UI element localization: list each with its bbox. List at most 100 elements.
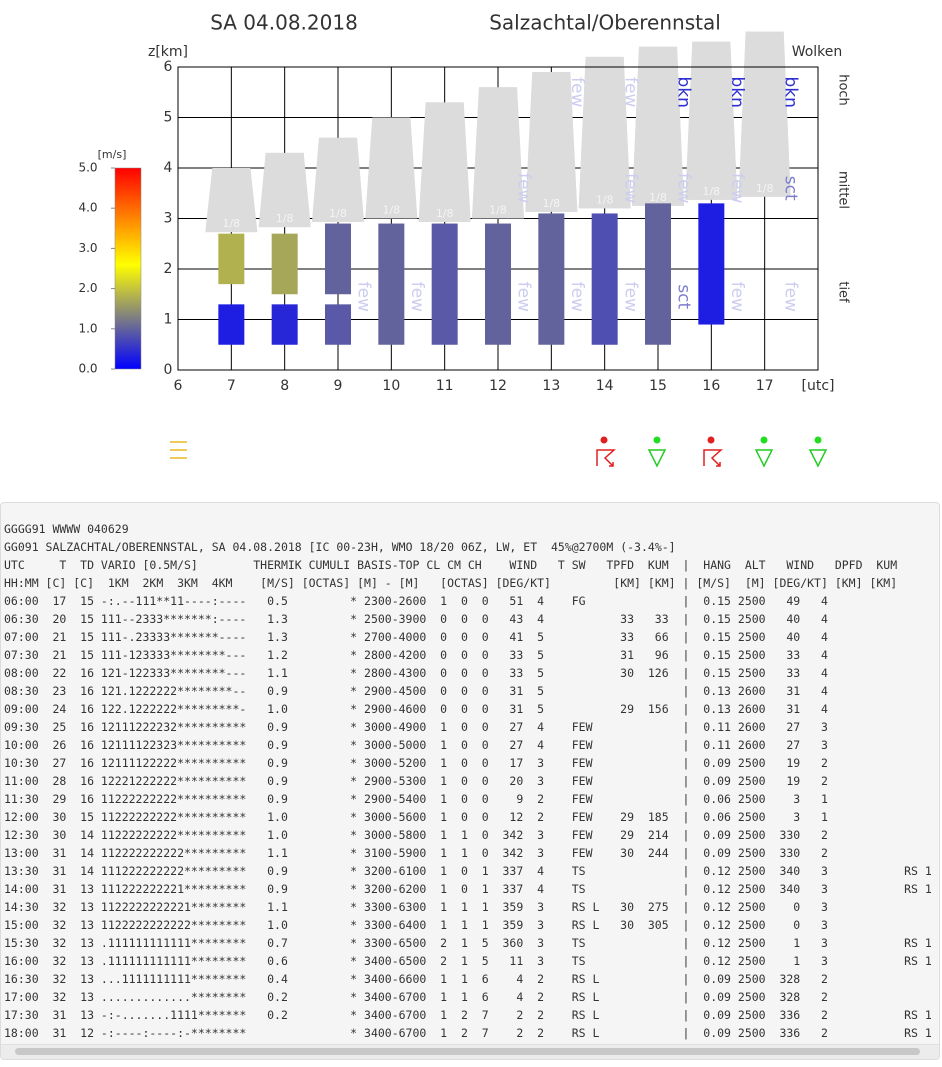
table-cell: FEW — [571, 810, 593, 824]
table-cell: 342 — [502, 828, 524, 842]
table-cell: 4 — [537, 594, 545, 608]
text-line: GGGG91 WWWW 040629 — [4, 522, 129, 536]
table-cell: 1 — [481, 882, 489, 896]
table-row: 15:00 32 13 1122222222222******** 1.0 * 3300-6… — [4, 916, 939, 934]
table-cell: 15 — [80, 648, 95, 662]
table-cell: -:-.......1111******* — [100, 1008, 247, 1022]
table-cell: 22 — [52, 666, 67, 680]
table-cell: * — [350, 864, 358, 878]
table-cell: 1 — [440, 792, 448, 806]
table-cell: 1 — [481, 900, 489, 914]
table-cell: 1 — [440, 756, 448, 770]
table-cell: 31 — [52, 1008, 67, 1022]
table-cell: 2500 — [737, 828, 766, 842]
table-cell: 40 — [786, 612, 801, 626]
table-cell: 121-122333********--- — [100, 666, 247, 680]
x-tick-label: 14 — [596, 378, 614, 394]
table-cell: 2800-4300 — [364, 666, 427, 680]
text-line: HH:MM [C] [C] 1KM 2KM 3KM 4KM [M/S] [OCT… — [4, 576, 898, 590]
table-cell: 4 — [820, 648, 828, 662]
table-cell: 111222222221********* — [100, 882, 247, 896]
table-row: 13:00 31 14 112222222222********* 1.1 * 3100-5… — [4, 844, 939, 862]
shower-symbol — [647, 436, 667, 468]
table-cell: 4 — [537, 720, 545, 734]
colorbar — [114, 167, 142, 370]
cloud — [525, 72, 578, 212]
table-cell: 2500 — [737, 972, 766, 986]
table-cell: 1 — [440, 918, 448, 932]
region-title: Salzachtal/Oberennstal — [489, 11, 721, 35]
table-cell: 1 — [440, 972, 448, 986]
table-cell: 122.1222222*********- — [100, 702, 247, 716]
cloud-cover-label: 1/8 — [649, 191, 667, 204]
table-cell: 3300-6400 — [364, 918, 427, 932]
table-cell: 2800-4200 — [364, 648, 427, 662]
table-cell: 111-.23333*******---- — [100, 630, 247, 644]
table-cell: 0.4 — [267, 972, 288, 986]
table-cell: 0.12 — [703, 882, 731, 896]
table-cell: * — [350, 990, 358, 1004]
table-cell: 1.3 — [267, 630, 288, 644]
cloud — [205, 168, 258, 233]
table-cell: 0 — [460, 720, 468, 734]
table-cell: 96 — [654, 648, 669, 662]
table-cell: 27 — [52, 756, 67, 770]
table-cell: RS 1 — [904, 1008, 932, 1022]
table-cell: 0 — [460, 864, 468, 878]
table-cell: .111111111111******** — [100, 936, 247, 950]
table-cell: 31 — [509, 684, 524, 698]
table-cell: * — [350, 918, 358, 932]
table-cell: | — [682, 882, 690, 896]
table-cell: 12221222222********** — [100, 774, 247, 788]
table-row: 07:00 21 15 111-.23333*******---- 1.3 * 2700-4… — [4, 628, 939, 646]
table-cell: 3 — [820, 738, 828, 752]
x-tick-label: 6 — [174, 378, 183, 394]
table-cell: 1.1 — [267, 666, 288, 680]
table-cell: 2 — [537, 1008, 545, 1022]
table-cell: 1 — [440, 738, 448, 752]
table-cell: 0.12 — [703, 864, 731, 878]
table-cell: | — [682, 648, 690, 662]
table-cell: 1.1 — [267, 846, 288, 860]
table-row: 08:30 23 16 121.1222222********-- 0.9 * 2900-4… — [4, 682, 939, 700]
table-cell: 0 — [481, 666, 489, 680]
table-cell: FEW — [571, 738, 593, 752]
table-cell: 2 — [820, 1026, 828, 1040]
table-cell: 1 — [460, 990, 468, 1004]
table-cell: 51 — [509, 594, 524, 608]
table-cell: 3400-6600 — [364, 972, 427, 986]
table-cell: 49 — [786, 594, 801, 608]
cloud-cover-label: 1/8 — [702, 185, 720, 198]
table-cell: 2600 — [737, 684, 766, 698]
table-cell: 40 — [786, 630, 801, 644]
table-cell: 0 — [481, 846, 489, 860]
table-cell: 3 — [537, 828, 545, 842]
table-cell: | — [682, 954, 690, 968]
table-cell: 2500 — [737, 666, 766, 680]
table-cell: 4 — [537, 882, 545, 896]
table-cell: 0.15 — [703, 630, 731, 644]
table-cell: .111111111111******** — [100, 954, 247, 968]
cover-label: few — [674, 173, 694, 203]
table-cell: 0 — [440, 630, 448, 644]
scrollbar[interactable] — [1, 1044, 939, 1059]
table-cell: 0 — [460, 792, 468, 806]
table-cell: 2700-4000 — [364, 630, 427, 644]
table-cell: RS L — [571, 972, 600, 986]
table-cell: * — [350, 828, 358, 842]
table-text: GGGG91 WWWW 040629 GG091 SALZACHTAL/OBERE… — [4, 520, 939, 1042]
table-cell: 14 — [80, 864, 95, 878]
table-cell: 330 — [779, 846, 801, 860]
table-cell: 0.11 — [703, 720, 731, 734]
table-row: 09:00 24 16 122.1222222*********- 1.0 * 2900-4… — [4, 700, 939, 718]
table-cell: * — [350, 900, 358, 914]
table-cell: 30 — [52, 810, 67, 824]
scroll-thumb[interactable] — [15, 1048, 920, 1055]
cover-label: few — [727, 173, 747, 203]
table-cell: 0 — [793, 918, 801, 932]
table-cell: 0.9 — [267, 864, 288, 878]
table-row: 15:30 32 13.111111111111******** 0.7 * 3300-6… — [4, 934, 939, 952]
table-cell: | — [682, 900, 690, 914]
table-cell: 15 — [80, 612, 95, 626]
y-tick-label: 6 — [164, 59, 173, 75]
